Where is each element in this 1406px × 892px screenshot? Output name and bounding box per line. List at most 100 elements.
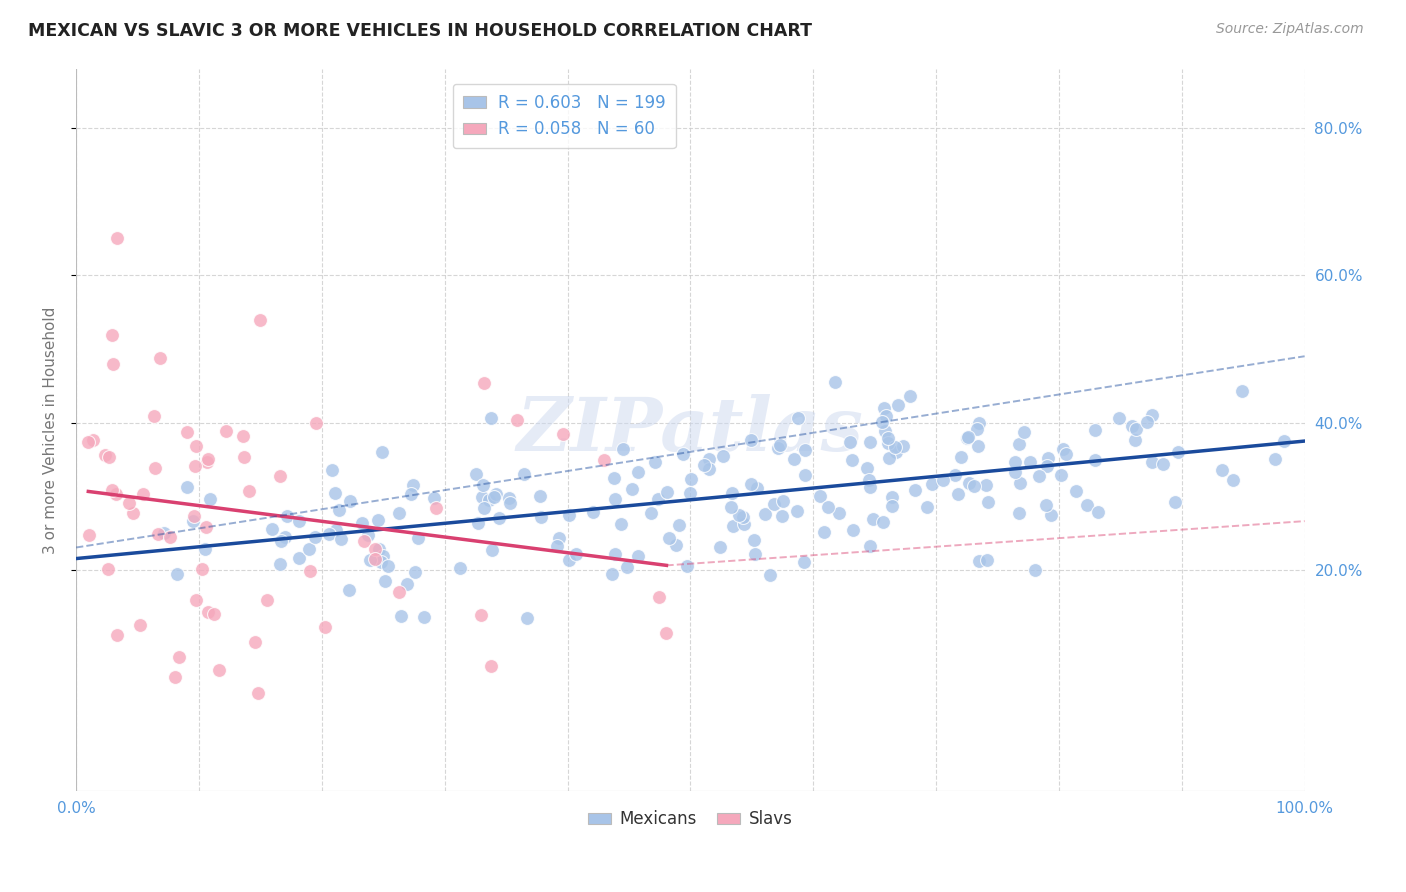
Point bbox=[388, 506, 411, 520]
Point bbox=[94, 448, 117, 462]
Point bbox=[482, 490, 505, 504]
Point bbox=[516, 611, 538, 625]
Point bbox=[786, 504, 808, 518]
Point bbox=[721, 518, 744, 533]
Point bbox=[740, 434, 762, 448]
Point bbox=[184, 458, 207, 473]
Point bbox=[546, 539, 568, 553]
Point bbox=[873, 401, 896, 415]
Point bbox=[602, 567, 624, 582]
Point bbox=[1064, 484, 1087, 499]
Point bbox=[197, 605, 219, 619]
Point bbox=[1084, 423, 1107, 437]
Text: MEXICAN VS SLAVIC 3 OR MORE VEHICLES IN HOUSEHOLD CORRELATION CHART: MEXICAN VS SLAVIC 3 OR MORE VEHICLES IN … bbox=[28, 22, 813, 40]
Point bbox=[191, 562, 214, 576]
Point bbox=[744, 533, 766, 547]
Point bbox=[783, 451, 806, 466]
Text: Source: ZipAtlas.com: Source: ZipAtlas.com bbox=[1216, 22, 1364, 37]
Point bbox=[406, 531, 429, 545]
Point bbox=[142, 409, 165, 423]
Legend: Mexicans, Slavs: Mexicans, Slavs bbox=[582, 804, 800, 835]
Point bbox=[558, 508, 581, 522]
Point bbox=[891, 439, 914, 453]
Point bbox=[858, 473, 880, 487]
Point bbox=[318, 527, 340, 541]
Point bbox=[198, 492, 221, 507]
Point bbox=[377, 558, 399, 573]
Point bbox=[644, 454, 666, 468]
Point bbox=[512, 467, 534, 482]
Point bbox=[872, 415, 894, 429]
Point bbox=[1264, 451, 1286, 466]
Point bbox=[359, 553, 381, 567]
Point bbox=[1076, 498, 1098, 512]
Point bbox=[373, 549, 395, 564]
Point bbox=[288, 551, 311, 566]
Point bbox=[904, 483, 927, 498]
Point bbox=[720, 500, 742, 514]
Point bbox=[77, 435, 100, 450]
Point bbox=[873, 424, 896, 438]
Text: ZIPatlas: ZIPatlas bbox=[517, 393, 863, 467]
Point bbox=[977, 494, 1000, 508]
Point bbox=[472, 376, 495, 390]
Point bbox=[101, 328, 124, 343]
Point bbox=[1123, 433, 1146, 447]
Point bbox=[768, 441, 790, 455]
Point bbox=[1050, 468, 1073, 483]
Point bbox=[592, 453, 614, 467]
Point bbox=[1211, 463, 1233, 477]
Point bbox=[105, 628, 128, 642]
Point bbox=[132, 487, 155, 501]
Point bbox=[605, 491, 627, 506]
Point bbox=[167, 650, 190, 665]
Point bbox=[731, 510, 754, 524]
Point bbox=[401, 478, 423, 492]
Point bbox=[1084, 452, 1107, 467]
Point bbox=[1024, 563, 1046, 577]
Point bbox=[754, 508, 776, 522]
Point bbox=[627, 549, 650, 563]
Point bbox=[323, 486, 346, 500]
Point bbox=[1035, 498, 1057, 512]
Point bbox=[304, 530, 326, 544]
Point bbox=[709, 540, 731, 554]
Point bbox=[305, 416, 328, 430]
Point bbox=[957, 476, 980, 491]
Point bbox=[478, 492, 501, 507]
Point bbox=[367, 513, 389, 527]
Point bbox=[862, 512, 884, 526]
Point bbox=[181, 514, 204, 528]
Point bbox=[841, 452, 863, 467]
Point bbox=[470, 608, 492, 623]
Point bbox=[1004, 455, 1026, 469]
Point bbox=[364, 542, 387, 557]
Point bbox=[352, 516, 374, 530]
Point bbox=[1152, 458, 1174, 472]
Point bbox=[364, 551, 387, 566]
Point bbox=[256, 592, 278, 607]
Point bbox=[529, 489, 551, 503]
Point bbox=[558, 553, 581, 567]
Point bbox=[976, 478, 998, 492]
Point bbox=[648, 591, 671, 605]
Point bbox=[898, 389, 921, 403]
Point bbox=[759, 568, 782, 582]
Point bbox=[744, 547, 766, 561]
Point bbox=[484, 487, 506, 501]
Point bbox=[423, 491, 446, 505]
Point bbox=[425, 501, 447, 516]
Point bbox=[183, 508, 205, 523]
Point bbox=[353, 534, 375, 549]
Point bbox=[1087, 505, 1109, 519]
Point bbox=[391, 608, 413, 623]
Point bbox=[530, 510, 553, 524]
Point bbox=[793, 468, 815, 483]
Point bbox=[337, 583, 360, 598]
Point bbox=[967, 554, 990, 568]
Point bbox=[357, 528, 380, 542]
Point bbox=[249, 313, 271, 327]
Point bbox=[827, 506, 849, 520]
Point bbox=[793, 555, 815, 569]
Point bbox=[1140, 455, 1163, 469]
